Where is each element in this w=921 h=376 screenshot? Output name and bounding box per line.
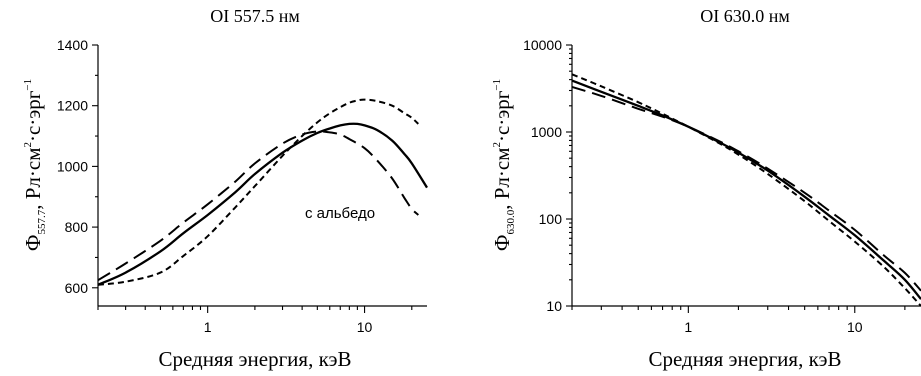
series-lines <box>571 73 921 307</box>
x-tick-label: 10 <box>357 319 373 335</box>
y-label-rest: , Рл·см <box>490 148 514 210</box>
y-label-sub: 630.0 <box>505 209 517 234</box>
annotation-albedo: с альбедо <box>305 205 375 222</box>
y-label-sup1: 2 <box>22 142 34 148</box>
y-tick-label: 100 <box>539 211 563 227</box>
y-axis-label: Ф630.0, Рл·см2·с·эрг−1 <box>490 79 517 251</box>
y-label-rest: , Рл·см <box>21 148 45 210</box>
y-tick-label: 1000 <box>531 124 562 140</box>
chart-oi-557: OI 557.5 нм 600 800 1000 1200 1400 1 10 с альб… <box>21 6 428 371</box>
tick-labels: 600 800 1000 1200 1400 1 10 <box>57 37 373 335</box>
y-label-main: Ф <box>490 235 514 252</box>
y-label-sup2: −1 <box>491 79 503 91</box>
series-line-short-dash <box>97 98 419 286</box>
x-axis-label: Средняя энергия, кэВ <box>158 347 351 371</box>
y-tick-label: 1000 <box>57 158 88 174</box>
y-tick-label: 1400 <box>57 37 88 53</box>
y-tick-label: 800 <box>65 219 89 235</box>
series-line-solid <box>97 122 428 286</box>
y-label-rest2: ·с·эрг <box>21 90 45 142</box>
x-tick-label: 1 <box>204 319 212 335</box>
chart-oi-630: OI 630.0 нм 10 100 1000 10000 1 10 Средняя эн… <box>490 6 921 371</box>
y-axis-label: Ф557.7, Рл·см2·с·эрг−1 <box>21 79 48 251</box>
y-tick-label: 600 <box>65 280 89 296</box>
y-tick-label: 10 <box>546 298 562 314</box>
series-line-short-dash <box>571 73 921 307</box>
y-label-sub: 557.7 <box>36 209 48 234</box>
x-tick-label: 10 <box>847 319 863 335</box>
y-tick-label: 10000 <box>523 37 562 53</box>
axes <box>92 44 427 313</box>
chart-title: OI 630.0 нм <box>700 6 790 26</box>
series-line-long-dash <box>571 85 921 292</box>
y-tick-label: 1200 <box>57 98 88 114</box>
series-line-solid <box>571 79 921 300</box>
y-label-sup2: −1 <box>22 79 34 91</box>
y-label-sup1: 2 <box>491 142 503 148</box>
y-label-main: Ф <box>21 235 45 252</box>
series-line-long-dash <box>97 130 420 282</box>
x-tick-label: 1 <box>684 319 692 335</box>
x-axis-label: Средняя энергия, кэВ <box>648 347 841 371</box>
chart-title: OI 557.5 нм <box>210 6 300 26</box>
axes <box>566 44 921 313</box>
series-lines <box>97 98 428 286</box>
y-label-rest2: ·с·эрг <box>490 90 514 142</box>
tick-labels: 10 100 1000 10000 1 10 <box>523 37 863 335</box>
